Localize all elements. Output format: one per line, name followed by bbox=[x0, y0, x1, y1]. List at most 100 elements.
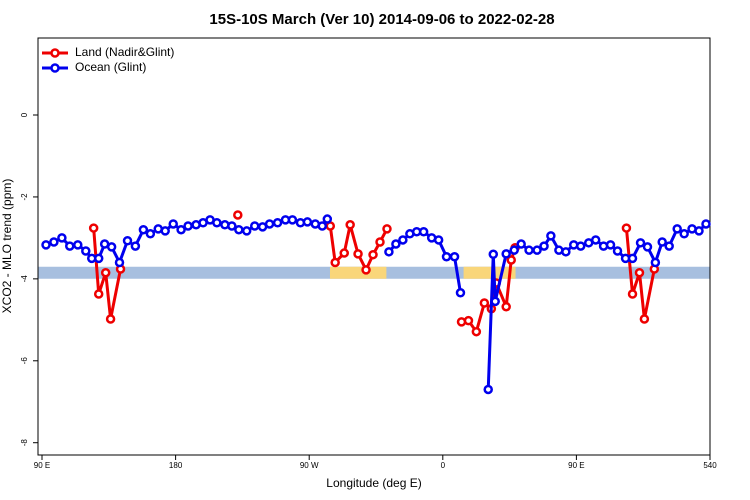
data-point bbox=[339, 248, 349, 258]
data-point bbox=[639, 314, 650, 324]
data-point bbox=[664, 241, 674, 251]
data-point bbox=[168, 219, 178, 229]
data-point bbox=[160, 226, 170, 236]
data-point bbox=[605, 240, 616, 250]
data-point bbox=[575, 241, 586, 251]
x-tick-label: 180 bbox=[169, 461, 183, 470]
data-point bbox=[384, 247, 394, 257]
data-point bbox=[375, 237, 385, 247]
data-point bbox=[234, 224, 244, 235]
data-point bbox=[65, 241, 75, 251]
y-tick-label: -2 bbox=[20, 193, 29, 201]
data-point bbox=[302, 217, 313, 227]
data-point bbox=[590, 235, 601, 245]
data-point bbox=[418, 227, 429, 237]
y-tick-label: 0 bbox=[20, 112, 29, 117]
data-point bbox=[138, 224, 149, 235]
data-point bbox=[679, 229, 689, 239]
legend-marker bbox=[50, 48, 60, 58]
data-point bbox=[176, 224, 186, 235]
data-point bbox=[433, 235, 444, 245]
data-point bbox=[212, 217, 222, 228]
x-tick-label: 540 bbox=[703, 461, 717, 470]
data-point bbox=[105, 314, 116, 324]
data-point bbox=[612, 246, 623, 256]
data-point bbox=[634, 267, 645, 278]
data-point bbox=[471, 326, 482, 337]
legend-label: Ocean (Glint) bbox=[75, 60, 146, 74]
data-point bbox=[81, 246, 91, 256]
data-point bbox=[490, 296, 500, 307]
data-point bbox=[488, 249, 499, 260]
data-point bbox=[694, 226, 704, 236]
data-point bbox=[516, 239, 526, 249]
y-tick-label: -8 bbox=[20, 439, 29, 447]
data-point bbox=[322, 214, 333, 224]
plot-frame bbox=[37, 37, 711, 456]
data-point bbox=[272, 217, 283, 228]
data-point bbox=[353, 249, 363, 259]
data-point bbox=[621, 223, 632, 233]
data-point bbox=[391, 239, 401, 249]
data-point bbox=[657, 237, 667, 247]
data-point bbox=[249, 221, 260, 231]
data-point bbox=[57, 233, 67, 243]
data-point bbox=[122, 236, 133, 246]
data-point bbox=[672, 224, 682, 234]
data-point bbox=[233, 210, 243, 220]
data-point bbox=[509, 245, 519, 255]
data-point bbox=[483, 384, 493, 395]
x-tick-label: 90 E bbox=[34, 461, 50, 470]
data-point bbox=[49, 237, 59, 247]
data-point bbox=[532, 245, 542, 255]
data-point bbox=[650, 257, 661, 268]
data-point bbox=[88, 223, 99, 233]
data-point bbox=[449, 251, 460, 262]
data-point bbox=[241, 226, 252, 236]
data-point bbox=[398, 235, 408, 245]
legend-label: Land (Nadir&Glint) bbox=[75, 45, 174, 59]
series-line bbox=[486, 222, 708, 390]
data-point bbox=[368, 249, 378, 260]
data-point bbox=[539, 241, 549, 251]
y-axis-label: XCO2 - MLO trend (ppm) bbox=[0, 179, 14, 314]
data-point bbox=[627, 253, 638, 264]
x-tick-label: 90 W bbox=[300, 461, 319, 470]
chart-title: 15S-10S March (Ver 10) 2014-09-06 to 202… bbox=[209, 11, 554, 28]
data-point bbox=[93, 253, 104, 264]
y-tick-label: -4 bbox=[20, 275, 29, 283]
data-point bbox=[330, 257, 340, 268]
legend-marker bbox=[50, 63, 60, 73]
data-point bbox=[106, 242, 117, 252]
data-point bbox=[145, 229, 156, 239]
data-point bbox=[382, 224, 392, 234]
data-point bbox=[627, 289, 638, 299]
data-point bbox=[73, 240, 83, 250]
data-point bbox=[546, 231, 556, 241]
data-point bbox=[701, 219, 711, 229]
data-point bbox=[524, 245, 534, 255]
data-point bbox=[227, 221, 237, 231]
data-point bbox=[501, 301, 511, 312]
data-point bbox=[501, 249, 511, 259]
x-tick-label: 0 bbox=[441, 461, 446, 470]
data-point bbox=[635, 238, 646, 248]
x-axis-label: Longitude (deg E) bbox=[326, 476, 421, 490]
data-point bbox=[463, 315, 474, 326]
data-point bbox=[93, 289, 104, 299]
data-point bbox=[479, 298, 490, 308]
data-point bbox=[183, 221, 193, 231]
data-point bbox=[561, 247, 571, 257]
data-point bbox=[100, 267, 111, 278]
data-point bbox=[317, 221, 328, 231]
data-point bbox=[287, 215, 298, 225]
data-point bbox=[130, 241, 141, 251]
x-tick-label: 90 E bbox=[568, 461, 584, 470]
data-point bbox=[345, 220, 355, 230]
data-point bbox=[441, 251, 452, 262]
data-point bbox=[455, 288, 466, 298]
data-point bbox=[642, 242, 653, 252]
data-point bbox=[506, 255, 516, 265]
data-point bbox=[264, 219, 275, 229]
